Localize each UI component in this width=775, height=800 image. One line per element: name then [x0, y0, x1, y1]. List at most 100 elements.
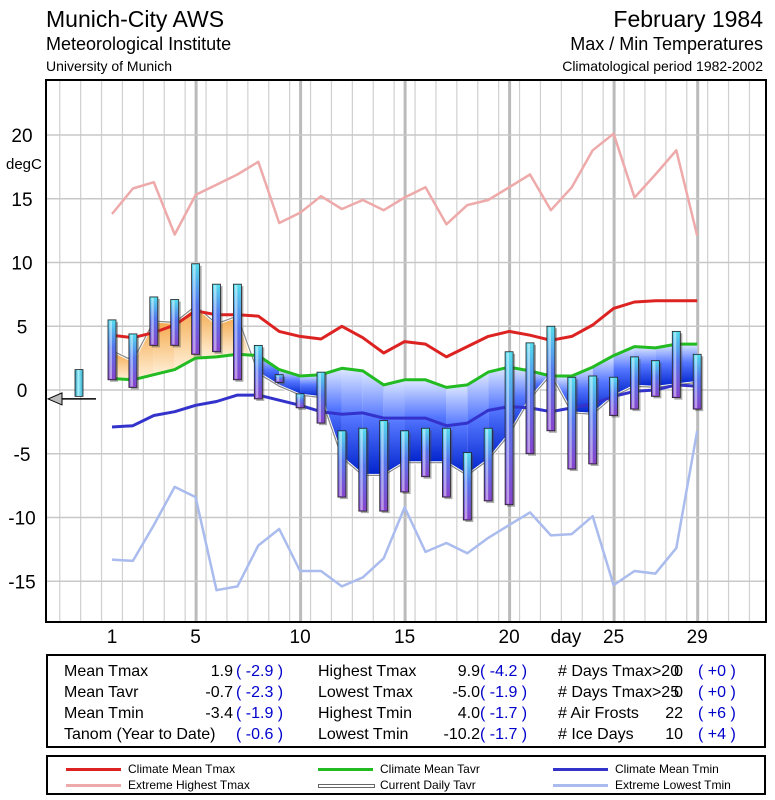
daily-range-bar: [692, 353, 702, 410]
x-tick-label: 10: [290, 627, 311, 648]
cold-anomaly-fill: [341, 368, 363, 476]
stat-anomaly: ( -1.9 ): [236, 705, 284, 722]
cold-anomaly-fill: [446, 384, 468, 476]
warm-anomaly-fill: [153, 321, 175, 375]
stat-value: 1.9: [210, 663, 233, 680]
stat-value: -5.0: [452, 684, 480, 701]
daily-bar-highlight: [423, 429, 426, 476]
stat-value: 0: [674, 684, 683, 701]
stat-label: Lowest Tmax: [318, 684, 413, 701]
stat-anomaly: ( -2.3 ): [236, 684, 284, 701]
stat-anomaly: ( -2.9 ): [236, 663, 284, 680]
y-tick-label: 20: [11, 126, 32, 147]
cold-anomaly-fill: [300, 374, 321, 398]
climatological-period: Climatological period 1982-2002: [562, 58, 763, 74]
daily-bar-highlight: [506, 352, 510, 504]
y-tick-label: -10: [8, 509, 35, 530]
stat-anomaly: ( +0 ): [698, 684, 736, 701]
y-tick-label: -5: [14, 445, 31, 466]
stat-label: # Days Tmax>25: [558, 684, 680, 701]
daily-range-bar: [462, 452, 472, 521]
daily-bar-highlight: [527, 343, 530, 453]
y-tick-label: 10: [11, 254, 32, 275]
daily-bar-highlight: [339, 431, 342, 497]
extreme-highest-tmax-line: [111, 132, 699, 236]
stat-label: Mean Tmin: [64, 705, 144, 722]
cold-anomaly-fill: [509, 367, 530, 435]
legend-extreme-lowest-tmin-swatch: [553, 784, 608, 787]
daily-bar-highlight: [172, 300, 175, 345]
cold-anomaly-fill: [634, 346, 656, 388]
university-name: University of Munich: [46, 58, 173, 74]
cold-anomaly-fill: [676, 344, 698, 385]
stat-label: Mean Tavr: [64, 684, 139, 701]
climate-mean-tavr-line: [111, 342, 698, 389]
warm-anomaly-fill: [195, 305, 217, 359]
plot-border: [45, 79, 767, 623]
y-axis-label: degC: [6, 156, 42, 173]
stat-anomaly: ( +6 ): [698, 705, 736, 722]
extreme-lowest-tmin-line: [111, 430, 699, 592]
daily-range-bar: [400, 430, 410, 493]
daily-range-bar: [421, 427, 430, 478]
daily-bar-highlight: [485, 429, 489, 500]
daily-range-bar: [504, 351, 514, 506]
stat-value: -10.2: [443, 726, 480, 743]
month-title: February 1984: [613, 6, 763, 32]
daily-bar-highlight: [130, 334, 133, 387]
cold-anomaly-fill: [279, 369, 301, 396]
cold-anomaly-fill: [488, 367, 510, 461]
stat-label: # Ice Days: [558, 726, 634, 743]
daily-bar-highlight: [297, 394, 301, 407]
cold-anomaly-fill: [571, 367, 593, 415]
daily-range-bar: [630, 356, 639, 410]
daily-bar-highlight: [402, 431, 405, 491]
daily-range-bar: [441, 427, 451, 498]
station-title: Munich-City AWS: [46, 6, 225, 32]
legend-extreme-highest-tmax-swatch: [66, 784, 121, 787]
daily-bar-highlight: [464, 453, 468, 520]
legend-current-daily-tavr-swatch: [318, 784, 375, 788]
daily-range-bar: [567, 376, 577, 470]
stat-anomaly: ( -1.7 ): [480, 705, 528, 722]
stat-anomaly: ( -1.7 ): [480, 726, 528, 743]
stat-label: # Air Frosts: [558, 705, 639, 722]
daily-range-bar: [525, 342, 535, 455]
daily-range-bar: [128, 333, 138, 388]
daily-range-bar: [253, 344, 263, 400]
daily-bar-highlight: [234, 285, 238, 379]
legend-extreme-lowest-tmin: Extreme Lowest Tmin: [615, 778, 731, 792]
daily-range-bar: [107, 319, 117, 381]
stat-value: 10: [665, 726, 683, 743]
daily-bar-highlight: [652, 361, 656, 396]
daily-range-bar: [212, 283, 221, 353]
daily-bar-highlight: [694, 355, 698, 409]
daily-range-bar: [483, 427, 493, 502]
statistics-panel: Mean Tmax 1.9( -2.9 ) Highest Tmax 9.9( -4.…: [46, 654, 766, 748]
daily-range-bar: [295, 393, 305, 409]
daily-range-bar: [170, 299, 180, 346]
daily-range-bar: [191, 263, 201, 355]
daily-bar-highlight: [381, 421, 384, 511]
daily-bar-highlight: [360, 429, 363, 511]
cold-anomaly-fill: [362, 370, 384, 476]
legend: Climate Mean Tmax Climate Mean Tavr Climat…: [46, 755, 766, 795]
stat-label: Highest Tmax: [318, 663, 417, 680]
y-tick-label: -15: [8, 572, 35, 593]
daily-bar-highlight: [109, 320, 112, 379]
x-tick-label: 25: [603, 627, 624, 648]
daily-bar-highlight: [214, 285, 217, 351]
y-tick-label: 5: [17, 317, 28, 338]
legend-climate-mean-tmin-swatch: [553, 768, 608, 771]
legend-climate-mean-tavr: Climate Mean Tavr: [380, 762, 480, 776]
cold-anomaly-fill: [655, 344, 677, 388]
cold-anomaly-fill: [467, 372, 489, 476]
stat-value: -0.7: [205, 684, 233, 701]
chart-subtitle: Max / Min Temperatures: [570, 34, 763, 54]
cold-anomaly-fill: [258, 355, 280, 387]
warm-anomaly-fill: [216, 316, 238, 357]
daily-bar-highlight: [193, 264, 196, 354]
warm-anomaly-fill: [112, 350, 133, 380]
legend-climate-mean-tmin: Climate Mean Tmin: [615, 762, 719, 776]
